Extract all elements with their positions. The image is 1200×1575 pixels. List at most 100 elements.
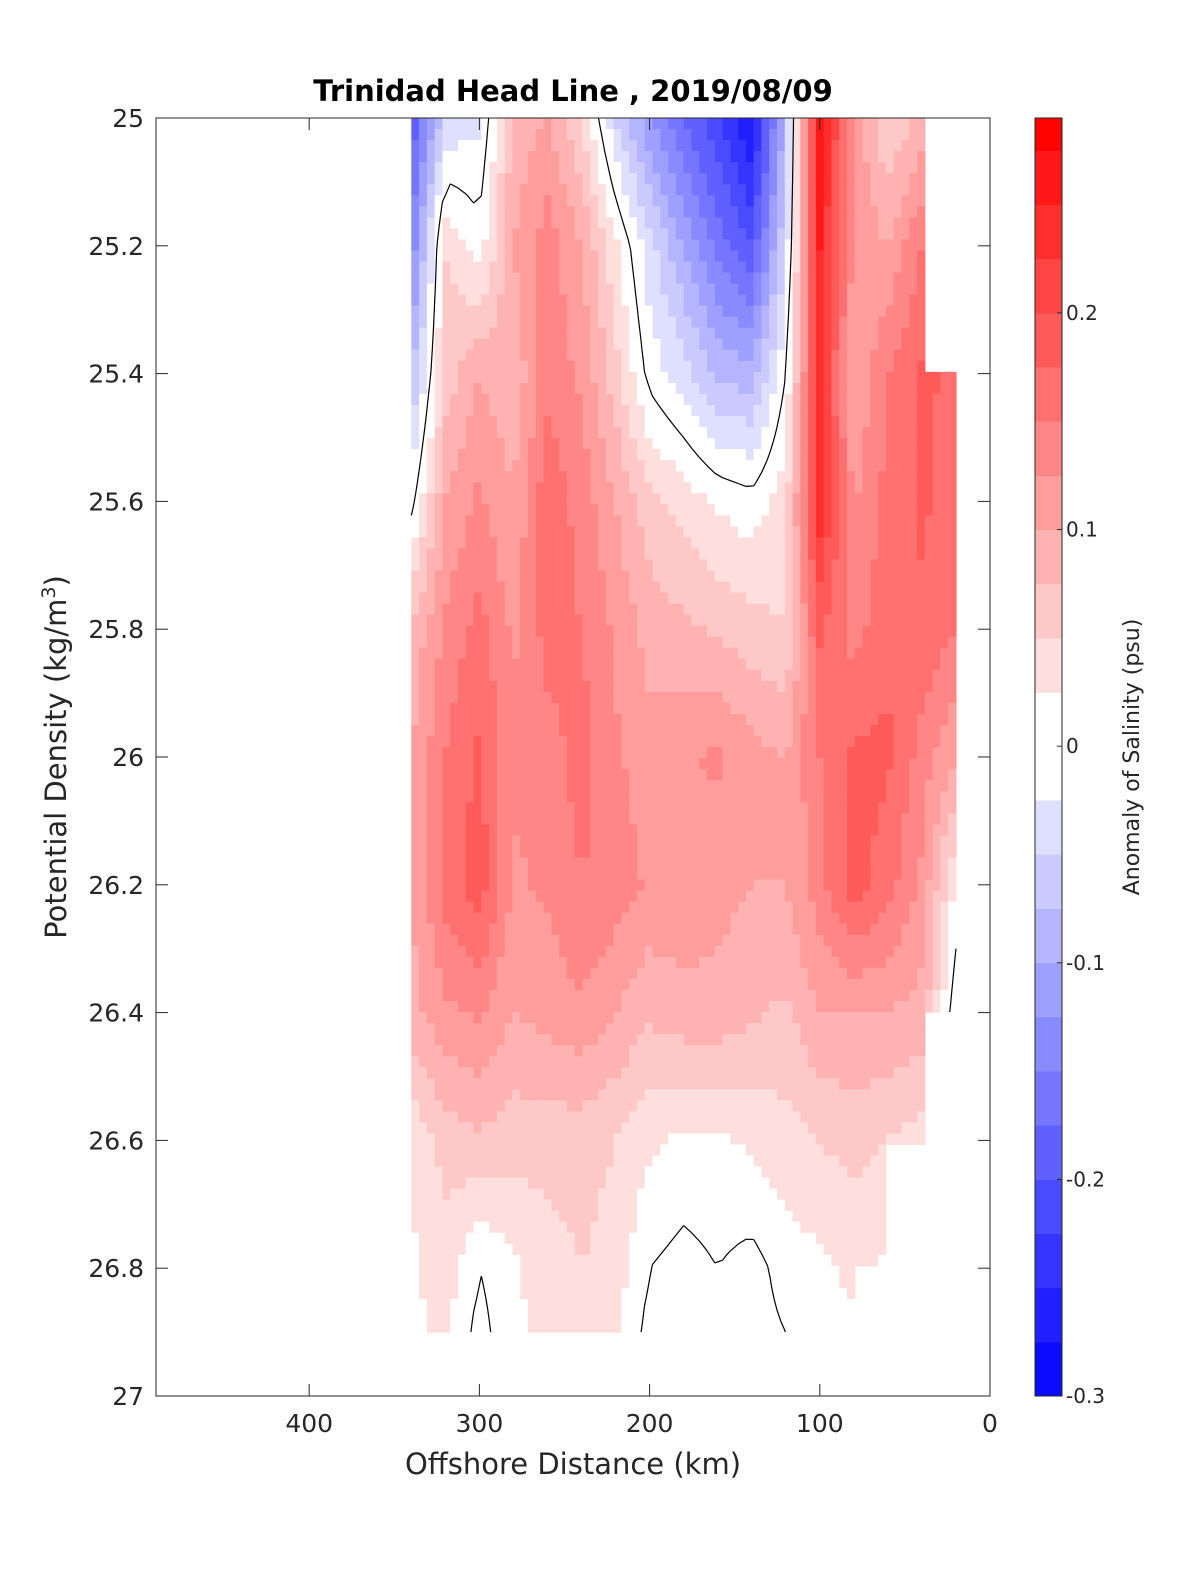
- field-cell: [823, 118, 833, 130]
- field-cell: [706, 471, 716, 483]
- field-cell: [831, 239, 840, 252]
- field-cell: [605, 846, 615, 859]
- field-cell: [878, 151, 887, 163]
- field-cell: [885, 118, 895, 130]
- field-cell: [722, 305, 731, 318]
- field-cell: [636, 901, 646, 914]
- field-cell: [419, 173, 428, 185]
- field-cell: [582, 691, 591, 704]
- field-cell: [574, 725, 584, 737]
- field-cell: [714, 714, 724, 726]
- field-cell: [909, 316, 918, 329]
- field-cell: [917, 294, 926, 307]
- field-cell: [636, 548, 646, 561]
- field-cell: [901, 504, 910, 516]
- field-cell: [745, 636, 755, 649]
- field-cell: [730, 228, 739, 241]
- field-cell: [535, 669, 545, 682]
- field-cell: [924, 482, 934, 494]
- field-cell: [559, 669, 568, 682]
- field-cell: [917, 614, 926, 627]
- field-cell: [924, 416, 934, 428]
- field-cell: [831, 603, 840, 616]
- field-cell: [878, 747, 887, 759]
- field-cell: [714, 548, 724, 561]
- field-cell: [528, 371, 537, 384]
- field-cell: [559, 636, 568, 649]
- field-cell: [660, 250, 669, 263]
- field-cell: [660, 427, 669, 439]
- field-cell: [893, 691, 903, 704]
- field-cell: [909, 802, 918, 814]
- field-cell: [800, 449, 809, 461]
- field-cell: [909, 151, 918, 163]
- field-cell: [714, 802, 724, 814]
- field-cell: [668, 769, 677, 781]
- field-cell: [901, 559, 910, 572]
- field-cell: [535, 206, 545, 218]
- field-cell: [683, 217, 693, 229]
- field-cell: [784, 482, 794, 494]
- field-cell: [932, 515, 941, 527]
- field-cell: [901, 570, 910, 583]
- field-cell: [675, 879, 685, 892]
- field-cell: [738, 416, 747, 428]
- field-cell: [636, 371, 646, 384]
- field-cell: [629, 239, 638, 252]
- field-cell: [885, 460, 895, 472]
- field-cell: [722, 581, 731, 594]
- field-cell: [699, 658, 708, 671]
- field-cell: [769, 195, 778, 207]
- field-cell: [932, 548, 941, 561]
- field-cell: [706, 493, 716, 505]
- field-cell: [660, 680, 669, 693]
- field-cell: [815, 129, 825, 141]
- field-cell: [784, 493, 794, 505]
- field-cell: [777, 416, 786, 428]
- field-cell: [706, 570, 716, 583]
- field-cell: [839, 846, 848, 859]
- field-cell: [777, 702, 786, 715]
- field-cell: [683, 570, 693, 583]
- field-cell: [574, 813, 584, 825]
- field-cell: [496, 416, 506, 428]
- field-cell: [862, 327, 871, 340]
- field-cell: [691, 769, 700, 781]
- field-cell: [559, 493, 568, 505]
- field-cell: [621, 625, 630, 638]
- field-cell: [590, 195, 599, 207]
- field-cell: [777, 791, 786, 803]
- field-cell: [419, 129, 428, 141]
- field-cell: [465, 912, 475, 925]
- field-cell: [808, 195, 817, 207]
- field-cell: [815, 140, 825, 152]
- field-cell: [574, 217, 584, 229]
- field-cell: [605, 669, 615, 682]
- field-cell: [566, 669, 576, 682]
- field-cell: [535, 438, 545, 450]
- field-cell: [590, 658, 599, 671]
- field-cell: [839, 482, 848, 494]
- field-cell: [706, 912, 716, 925]
- field-cell: [738, 824, 747, 837]
- field-cell: [683, 780, 693, 792]
- field-cell: [784, 548, 794, 561]
- field-cell: [660, 404, 669, 417]
- field-cell: [566, 261, 576, 274]
- field-cell: [520, 195, 529, 207]
- field-cell: [528, 758, 537, 770]
- field-cell: [543, 702, 552, 715]
- field-cell: [590, 614, 599, 627]
- field-cell: [932, 680, 941, 693]
- field-cell: [831, 404, 840, 417]
- field-cell: [854, 228, 864, 241]
- field-cell: [839, 813, 848, 825]
- field-cell: [528, 747, 537, 759]
- field-cell: [543, 736, 552, 748]
- field-cell: [683, 460, 693, 472]
- field-cell: [901, 206, 910, 218]
- field-cell: [621, 835, 630, 848]
- field-cell: [442, 868, 451, 881]
- field-cell: [543, 912, 552, 925]
